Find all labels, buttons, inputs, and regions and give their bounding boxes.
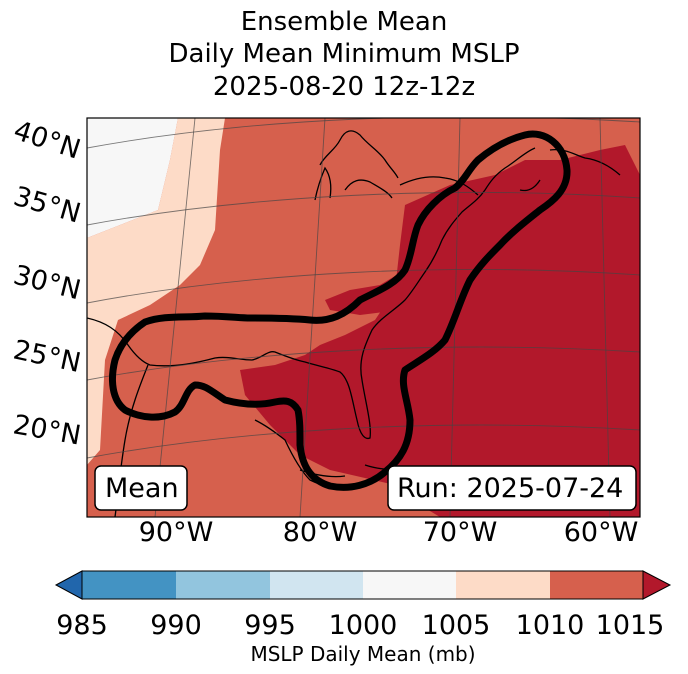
colorbar-tick-995: 995	[244, 610, 296, 641]
field-1015	[240, 145, 640, 517]
colorbar-title: MSLP Daily Mean (mb)	[250, 642, 475, 666]
colorbar-bin-1005-1010	[456, 571, 550, 599]
colorbar-frame	[81, 570, 644, 600]
mean-label-box	[94, 465, 188, 511]
colorbar-tick-1005: 1005	[422, 610, 491, 641]
lat-label-30: 30°N	[10, 260, 84, 307]
colorbar-tick-990: 990	[150, 610, 202, 641]
lat-label-20: 20°N	[11, 409, 83, 451]
colorbar-extend-low	[54, 570, 83, 600]
run-label: Run: 2025-07-24	[397, 473, 623, 504]
lon-label-60w: 60°W	[564, 517, 639, 548]
colorbar-bin-1010-1015	[550, 571, 643, 599]
colorbar-extend-high	[642, 570, 672, 600]
mean-contour	[109, 130, 571, 491]
colorbar-bin-1000-1005	[363, 571, 456, 599]
title-line-2: Daily Mean Minimum MSLP	[168, 39, 520, 69]
colorbar-tick-1010: 1010	[516, 610, 585, 641]
lon-label-80w: 80°W	[283, 517, 358, 548]
lon-label-70w: 70°W	[423, 517, 498, 548]
map-frame	[86, 117, 641, 518]
colorbar: 985 990 995 1000 1005 1010 1015 MSLP Dai…	[54, 570, 672, 666]
mean-label: Mean	[105, 473, 179, 504]
colorbar-bin-995-1000	[270, 571, 363, 599]
title-line-3: 2025-08-20 12z-12z	[212, 72, 476, 102]
lat-label-35: 35°N	[10, 181, 84, 230]
colorbar-tick-1000: 1000	[329, 610, 398, 641]
colorbar-bin-990-995	[176, 571, 270, 599]
title-line-1: Ensemble Mean	[240, 7, 448, 37]
colorbar-tick-985: 985	[56, 610, 108, 641]
field-1000-1005	[87, 118, 178, 238]
colorbar-bin-985-990	[82, 571, 176, 599]
field-1015-patch	[325, 270, 405, 315]
run-label-box	[387, 465, 637, 511]
lat-label-40: 40°N	[10, 115, 84, 166]
lat-label-25: 25°N	[11, 335, 84, 379]
map-area: Mean Run: 2025-07-24	[87, 118, 640, 517]
lon-label-90w: 90°W	[139, 517, 214, 548]
colorbar-tick-1015: 1015	[596, 610, 665, 641]
